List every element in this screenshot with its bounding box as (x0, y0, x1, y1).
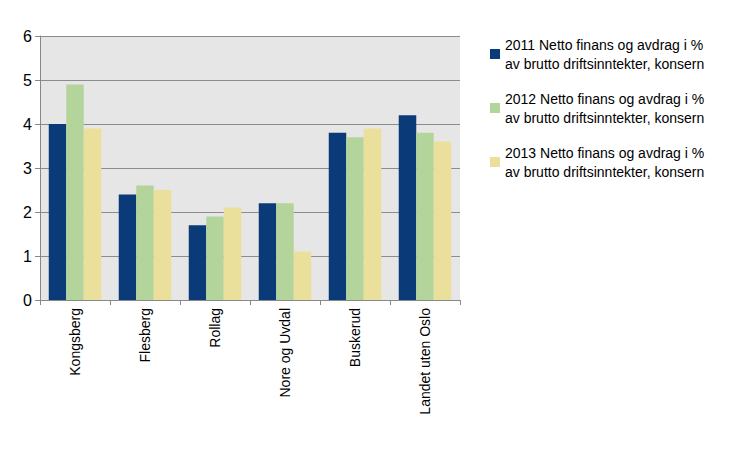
svg-text:av brutto driftsinntekter, kon: av brutto driftsinntekter, konsern (505, 56, 704, 72)
svg-text:av brutto driftsinntekter, kon: av brutto driftsinntekter, konsern (505, 110, 704, 126)
svg-text:2011 Netto finans og avdrag i: 2011 Netto finans og avdrag i % (505, 37, 707, 53)
svg-text:3: 3 (23, 160, 32, 177)
svg-text:Landet uten Oslo: Landet uten Oslo (417, 308, 433, 415)
svg-text:4: 4 (23, 116, 32, 133)
svg-text:Rollag: Rollag (207, 308, 223, 348)
svg-text:6: 6 (23, 28, 32, 45)
svg-text:2: 2 (23, 204, 32, 221)
svg-text:2013 Netto finans og avdrag i: 2013 Netto finans og avdrag i % (505, 145, 708, 161)
svg-text:Nore og Uvdal: Nore og Uvdal (277, 308, 293, 398)
svg-text:2012 Netto finans og avdrag i: 2012 Netto finans og avdrag i % (505, 91, 708, 107)
svg-text:Buskerud: Buskerud (347, 308, 363, 367)
svg-text:av brutto driftsinntekter, kon: av brutto driftsinntekter, konsern (505, 164, 704, 180)
svg-text:Flesberg: Flesberg (137, 308, 153, 362)
svg-text:Kongsberg: Kongsberg (67, 308, 83, 376)
svg-text:0: 0 (23, 292, 32, 309)
svg-text:1: 1 (23, 248, 32, 265)
svg-text:5: 5 (23, 72, 32, 89)
